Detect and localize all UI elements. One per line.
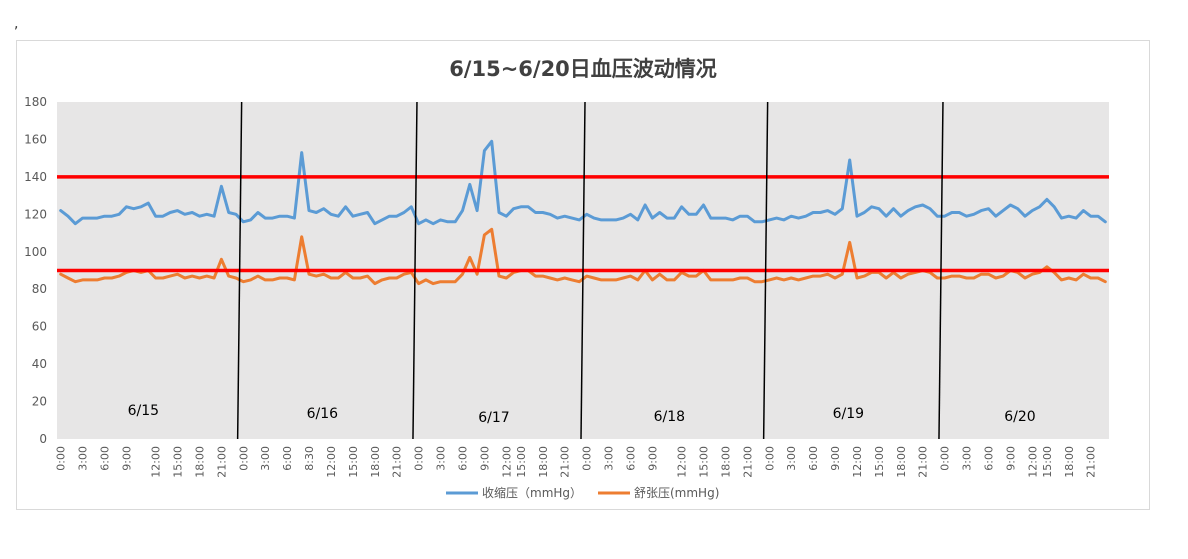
- x-tick-label: 3:00: [259, 446, 272, 471]
- x-tick-label: 3:00: [785, 446, 798, 471]
- x-tick-label: 3:00: [435, 446, 448, 471]
- x-tick-label: 12:00: [500, 446, 513, 478]
- chart-title: 6/15~6/20日血压波动情况: [449, 57, 717, 81]
- x-tick-label: 15:00: [698, 446, 711, 478]
- x-tick-label: 21:00: [391, 446, 404, 478]
- x-tick-label: 0:00: [581, 446, 594, 471]
- x-tick-label: 9:00: [120, 446, 133, 471]
- legend-label: 舒张压(mmHg): [634, 486, 719, 500]
- y-tick-label: 160: [24, 132, 47, 146]
- day-separator: [580, 101, 586, 440]
- x-tick-label: 21:00: [917, 446, 930, 478]
- x-tick-label: 12:00: [1026, 446, 1039, 478]
- day-separator: [236, 101, 243, 440]
- day-separator: [412, 101, 418, 440]
- x-axis: 0:00 3:00 6:00 9:00 12:00 15:00 18:00 21:00 0:00…: [55, 446, 1098, 478]
- x-tick-label: 6:00: [807, 446, 820, 471]
- x-tick-label: 0:00: [237, 446, 250, 471]
- y-tick-label: 120: [24, 207, 47, 221]
- day-label: 6/16: [307, 406, 339, 422]
- x-tick-label: 6:00: [982, 446, 995, 471]
- x-tick-label: 12:00: [676, 446, 689, 478]
- x-tick-label: 8:30: [303, 446, 316, 471]
- x-tick-label: 12:00: [851, 446, 864, 478]
- y-tick-label: 100: [24, 245, 47, 259]
- x-tick-label: 12:00: [150, 446, 163, 478]
- y-tick-label: 140: [24, 170, 47, 184]
- x-tick-label: 18:00: [537, 446, 550, 478]
- y-tick-label: 20: [32, 395, 47, 409]
- x-tick-label: 15:00: [1041, 446, 1054, 478]
- y-axis: 0 20 40 60 80 100 120 140 160 180: [24, 95, 47, 446]
- legend-label: 收缩压（mmHg）: [482, 485, 582, 500]
- x-tick-label: 15:00: [347, 446, 360, 478]
- x-tick-label: 0:00: [939, 446, 952, 471]
- x-tick-label: 18:00: [1063, 446, 1076, 478]
- day-label: 6/17: [478, 410, 509, 426]
- x-tick-label: 21:00: [215, 446, 228, 478]
- x-tick-label: 21:00: [559, 446, 572, 478]
- x-tick-label: 21:00: [741, 446, 754, 478]
- x-tick-label: 3:00: [961, 446, 974, 471]
- stray-comma-mark: ,: [14, 16, 19, 32]
- x-tick-label: 0:00: [763, 446, 776, 471]
- day-labels: 6/15 6/16 6/17 6/18 6/19 6/20: [128, 403, 1036, 426]
- x-tick-label: 0:00: [55, 446, 68, 471]
- x-tick-label: 6:00: [624, 446, 637, 471]
- x-tick-label: 15:00: [873, 446, 886, 478]
- x-tick-label: 9:00: [478, 446, 491, 471]
- x-tick-label: 15:00: [172, 446, 185, 478]
- day-separator: [762, 101, 769, 440]
- x-tick-label: 18:00: [369, 446, 382, 478]
- x-tick-label: 3:00: [77, 446, 90, 471]
- legend: 收缩压（mmHg） 舒张压(mmHg): [446, 485, 719, 500]
- x-tick-label: 15:00: [515, 446, 528, 478]
- y-tick-label: 180: [24, 95, 47, 109]
- x-tick-label: 6:00: [98, 446, 111, 471]
- x-tick-label: 6:00: [456, 446, 469, 471]
- y-tick-label: 0: [39, 432, 47, 446]
- y-tick-label: 80: [32, 282, 47, 296]
- x-tick-label: 18:00: [719, 446, 732, 478]
- x-tick-label: 18:00: [193, 446, 206, 478]
- x-tick-label: 0:00: [413, 446, 426, 471]
- x-tick-label: 9:00: [646, 446, 659, 471]
- day-label: 6/15: [128, 403, 159, 419]
- x-tick-label: 21:00: [1085, 446, 1098, 478]
- day-separator: [938, 101, 944, 440]
- y-tick-label: 60: [32, 320, 47, 334]
- x-tick-label: 6:00: [281, 446, 294, 471]
- day-label: 6/18: [654, 409, 685, 425]
- x-tick-label: 12:00: [325, 446, 338, 478]
- x-tick-label: 18:00: [895, 446, 908, 478]
- x-tick-label: 9:00: [829, 446, 842, 471]
- day-separators: [236, 101, 944, 440]
- day-label: 6/19: [833, 406, 864, 422]
- day-label: 6/20: [1004, 409, 1035, 425]
- x-tick-label: 3:00: [603, 446, 616, 471]
- y-tick-label: 40: [32, 357, 47, 371]
- x-tick-label: 9:00: [1004, 446, 1017, 471]
